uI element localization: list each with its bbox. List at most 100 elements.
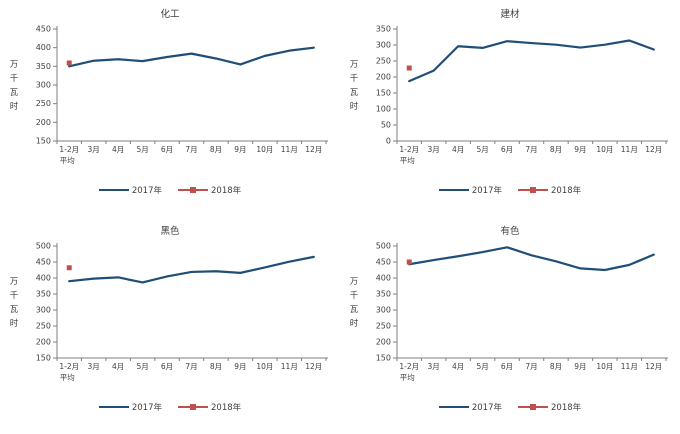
svg-text:450: 450 — [36, 25, 51, 34]
svg-text:350: 350 — [376, 25, 391, 34]
square-marker-icon — [190, 404, 196, 410]
svg-text:7月: 7月 — [185, 145, 197, 154]
svg-text:6月: 6月 — [501, 145, 513, 154]
legend: 2017年 2018年 — [340, 179, 680, 201]
svg-text:1-2月: 1-2月 — [399, 362, 419, 371]
svg-text:150: 150 — [376, 89, 391, 98]
marker-swatch-icon — [518, 187, 548, 193]
svg-text:250: 250 — [376, 57, 391, 66]
svg-text:8月: 8月 — [550, 362, 562, 371]
svg-text:9月: 9月 — [234, 145, 246, 154]
legend-label-2017: 2017年 — [131, 186, 162, 196]
svg-text:500: 500 — [376, 242, 391, 251]
svg-text:千: 千 — [350, 290, 359, 301]
square-marker-icon — [190, 187, 196, 193]
svg-text:千: 千 — [10, 73, 19, 84]
svg-text:9月: 9月 — [574, 145, 586, 154]
svg-text:10月: 10月 — [596, 145, 613, 154]
legend-item-2017: 2017年 — [98, 184, 162, 196]
svg-text:5月: 5月 — [476, 145, 488, 154]
svg-text:12月: 12月 — [645, 145, 662, 154]
svg-text:400: 400 — [376, 274, 391, 283]
legend-label-2017: 2017年 — [131, 403, 162, 413]
chart-title: 有色 — [500, 226, 520, 237]
svg-text:250: 250 — [36, 99, 51, 108]
svg-text:500: 500 — [36, 242, 51, 251]
svg-text:时: 时 — [350, 318, 359, 329]
svg-text:10月: 10月 — [256, 145, 273, 154]
chart-title: 黑色 — [160, 226, 180, 237]
plot-area: 150 200 250 300 350 400 450 1-2月 平均 3月 4月 5月 6月 7月 8月 9… — [0, 21, 340, 179]
svg-text:9月: 9月 — [574, 362, 586, 371]
svg-text:11月: 11月 — [621, 362, 638, 371]
svg-text:4月: 4月 — [452, 145, 464, 154]
legend-label-2017: 2017年 — [471, 186, 502, 196]
legend-item-2017: 2017年 — [98, 401, 162, 413]
svg-text:4月: 4月 — [112, 145, 124, 154]
legend-label-2018: 2018年 — [551, 186, 582, 196]
plot-area: 150 200 250 300 350 400 450 500 1-2月 平均 3月 4月 5月 6月 7月… — [340, 238, 680, 396]
svg-text:千: 千 — [10, 290, 19, 301]
svg-text:300: 300 — [36, 81, 51, 90]
line-swatch-icon — [98, 189, 129, 191]
svg-text:50: 50 — [381, 121, 391, 130]
plot-area: 150 200 250 300 350 400 450 500 1-2月 平均 3月 4月 5月 6月 7月… — [0, 238, 340, 396]
svg-text:11月: 11月 — [281, 145, 298, 154]
svg-text:150: 150 — [36, 137, 51, 146]
svg-text:瓦: 瓦 — [350, 88, 359, 98]
svg-text:300: 300 — [376, 306, 391, 315]
svg-text:万: 万 — [10, 60, 19, 70]
svg-text:250: 250 — [376, 322, 391, 331]
svg-text:350: 350 — [36, 62, 51, 71]
legend: 2017年 2018年 — [0, 179, 340, 201]
svg-text:0: 0 — [386, 137, 391, 146]
chart-panel-chemical: 化工 150 200 250 300 350 400 450 1-2月 平均 3月 4月 5月 6月 7月… — [0, 0, 340, 217]
svg-text:7月: 7月 — [525, 145, 537, 154]
svg-text:3月: 3月 — [428, 145, 440, 154]
line-swatch-icon — [438, 189, 469, 191]
svg-text:350: 350 — [376, 290, 391, 299]
svg-text:11月: 11月 — [621, 145, 638, 154]
svg-text:12月: 12月 — [645, 362, 662, 371]
svg-text:平均: 平均 — [400, 372, 415, 382]
svg-text:200: 200 — [36, 338, 51, 347]
svg-text:时: 时 — [10, 101, 19, 112]
svg-text:300: 300 — [376, 41, 391, 50]
svg-text:200: 200 — [36, 118, 51, 127]
svg-text:11月: 11月 — [281, 362, 298, 371]
svg-text:300: 300 — [36, 306, 51, 315]
svg-text:8月: 8月 — [210, 362, 222, 371]
svg-text:6月: 6月 — [161, 362, 173, 371]
svg-text:时: 时 — [350, 101, 359, 112]
svg-text:平均: 平均 — [400, 155, 415, 165]
svg-text:6月: 6月 — [501, 362, 513, 371]
svg-text:150: 150 — [376, 354, 391, 363]
svg-text:250: 250 — [36, 322, 51, 331]
svg-text:3月: 3月 — [88, 362, 100, 371]
svg-text:3月: 3月 — [88, 145, 100, 154]
svg-text:7月: 7月 — [525, 362, 537, 371]
svg-text:千: 千 — [350, 73, 359, 84]
svg-text:万: 万 — [10, 277, 19, 287]
svg-text:万: 万 — [350, 60, 359, 70]
legend-item-2017: 2017年 — [438, 401, 502, 413]
svg-text:4月: 4月 — [452, 362, 464, 371]
chart-panel-nonferrous: 有色 150 200 250 300 350 400 450 500 1-2月 平均 3月 4月 5月 6… — [340, 217, 680, 434]
svg-text:1-2月: 1-2月 — [59, 362, 79, 371]
square-marker-icon — [530, 404, 536, 410]
svg-text:350: 350 — [36, 290, 51, 299]
legend-label-2017: 2017年 — [471, 403, 502, 413]
legend-item-2018: 2018年 — [518, 401, 581, 413]
svg-text:12月: 12月 — [305, 145, 322, 154]
legend: 2017年 2018年 — [340, 396, 680, 418]
legend-item-2018: 2018年 — [178, 184, 241, 196]
svg-text:万: 万 — [350, 277, 359, 287]
svg-text:10月: 10月 — [596, 362, 613, 371]
legend-item-2018: 2018年 — [178, 401, 241, 413]
svg-text:10月: 10月 — [256, 362, 273, 371]
marker-swatch-icon — [518, 404, 548, 410]
